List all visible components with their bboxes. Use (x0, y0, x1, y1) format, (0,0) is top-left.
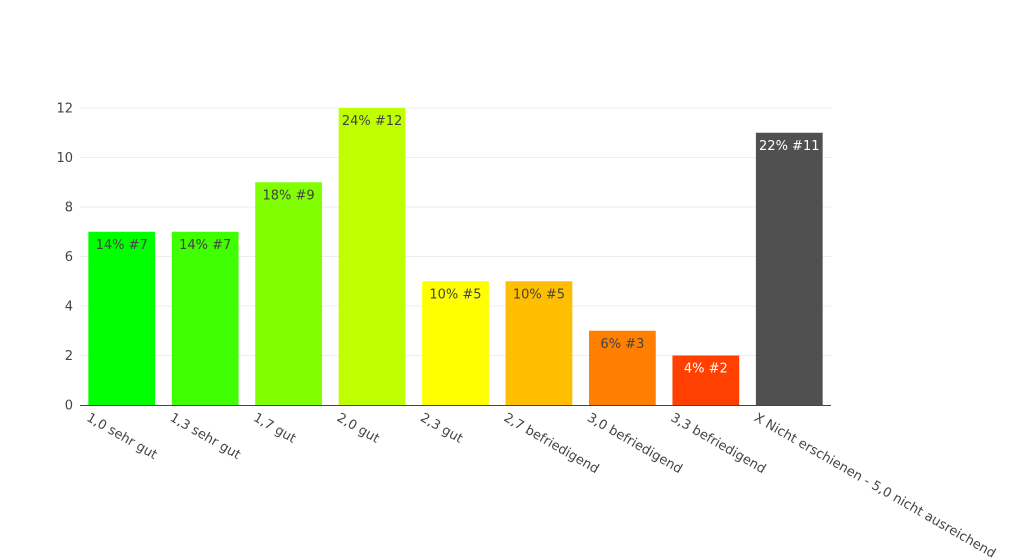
bar (505, 281, 573, 405)
bar-data-label: 14% #7 (179, 238, 231, 253)
y-tick-label: 4 (65, 300, 73, 315)
bar (422, 281, 489, 405)
bar-data-label: 6% #3 (600, 337, 644, 352)
x-tick-label: 2,0 gut (334, 410, 382, 446)
bar (589, 330, 656, 405)
bar-data-label: 24% #12 (342, 114, 402, 129)
bar-data-label: 4% #2 (684, 362, 728, 377)
bar (255, 182, 322, 405)
x-tick-label: 1,0 sehr gut (84, 410, 160, 462)
bar (755, 132, 823, 405)
y-tick-label: 2 (65, 349, 73, 364)
bar (171, 231, 239, 405)
bars (88, 108, 823, 405)
y-tick-label: 6 (65, 250, 73, 265)
x-axis-ticks: 1,0 sehr gut 1,3 sehr gut 1,7 gut 2,0 gut 2,… (84, 410, 998, 560)
bar (672, 355, 740, 405)
bar (88, 231, 156, 405)
x-tick-label: X Nicht erschienen - 5,0 nicht ausreiche… (751, 410, 998, 560)
x-tick-label: 2,3 gut (418, 410, 466, 446)
y-axis-ticks: 0 2 4 6 8 10 12 (56, 102, 73, 414)
bar-data-label: 22% #11 (759, 139, 819, 154)
data-labels: 14% #7 14% #7 18% #9 24% #12 10% #5 10% #5 6% … (96, 114, 820, 377)
y-tick-label: 10 (56, 151, 73, 166)
x-tick-label: 1,3 sehr gut (167, 410, 243, 462)
y-tick-label: 8 (65, 201, 73, 216)
x-tick-label: 1,7 gut (251, 410, 299, 446)
bar-data-label: 18% #9 (263, 188, 315, 203)
bar-data-label: 10% #5 (429, 287, 481, 302)
y-tick-label: 0 (65, 399, 73, 414)
bar (338, 108, 406, 405)
y-tick-label: 12 (56, 102, 73, 117)
bar-data-label: 10% #5 (513, 287, 565, 302)
bar-data-label: 14% #7 (96, 238, 148, 253)
